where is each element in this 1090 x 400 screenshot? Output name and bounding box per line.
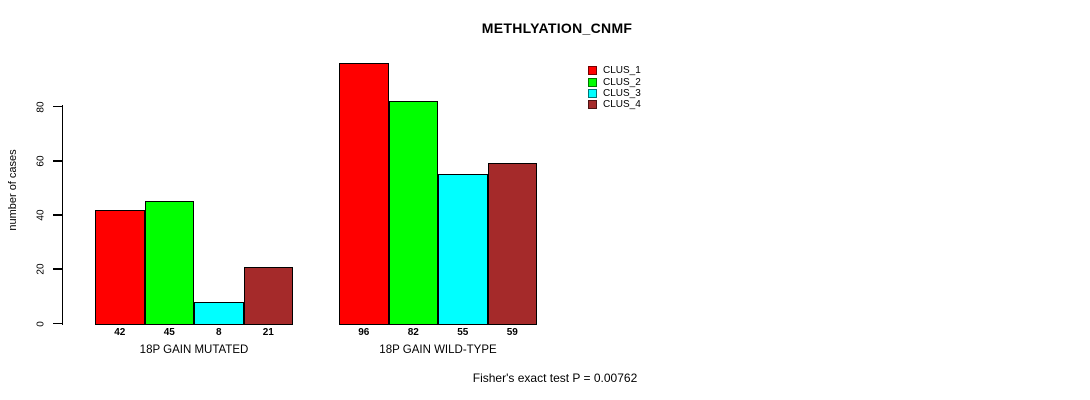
bar-value-label: 42 <box>114 327 126 338</box>
bar-value-label: 96 <box>358 327 370 338</box>
bar-value-label: 82 <box>407 327 419 338</box>
y-axis-title: number of cases <box>7 149 19 231</box>
bar-clus_4-group0 <box>243 266 293 326</box>
bar-clus_3-group0 <box>194 301 244 326</box>
legend-item-clus-3: CLUS_3 <box>588 88 641 99</box>
legend-label: CLUS_1 <box>603 65 641 77</box>
y-axis-tick <box>53 214 62 216</box>
bar-value-label: 8 <box>215 327 222 338</box>
bar-value-label: 59 <box>506 327 518 338</box>
y-axis-tick <box>53 105 62 108</box>
bar-clus_1-group1 <box>339 63 389 326</box>
legend-item-clus-4: CLUS_4 <box>588 99 641 110</box>
bar-clus_2-group0 <box>144 201 194 326</box>
y-axis-tick-label: 80 <box>35 100 47 113</box>
legend-swatch-clus-4 <box>588 100 597 110</box>
legend-label: CLUS_4 <box>603 99 641 111</box>
legend-label: CLUS_3 <box>603 87 641 99</box>
y-axis-tick <box>53 159 62 162</box>
legend-item-clus-2: CLUS_2 <box>588 76 641 88</box>
legend-label: CLUS_2 <box>603 76 641 88</box>
category-label-mutated: 18P GAIN MUTATED <box>139 344 249 356</box>
y-axis-tick <box>53 322 62 325</box>
bar-value-label: 45 <box>163 327 175 338</box>
y-axis-line <box>61 104 64 325</box>
bar-value-label: 21 <box>262 327 274 338</box>
bar-clus_3-group1 <box>438 174 488 326</box>
legend-swatch-clus-1 <box>588 66 597 76</box>
bar-clus_2-group1 <box>388 101 438 326</box>
chart-title: METHLYATION_CNMF <box>481 20 633 36</box>
y-axis-tick <box>53 268 62 271</box>
bar-clus_1-group0 <box>95 209 145 326</box>
y-axis-tick-label: 0 <box>35 320 47 327</box>
pvalue-annotation: Fisher's exact test P = 0.00762 <box>472 371 638 385</box>
bar-value-label: 55 <box>457 327 469 338</box>
legend-item-clus-1: CLUS_1 <box>588 65 641 76</box>
legend-swatch-clus-3 <box>588 88 597 98</box>
y-axis-tick-label: 20 <box>35 263 47 275</box>
y-axis-tick-label: 60 <box>35 155 47 167</box>
category-label-wild-type: 18P GAIN WILD-TYPE <box>379 344 497 356</box>
bar-clus_4-group1 <box>487 163 537 326</box>
legend-swatch-clus-2 <box>588 77 597 87</box>
legend: CLUS_1 CLUS_2 CLUS_3 CLUS_4 <box>588 65 641 111</box>
y-axis-tick-label: 40 <box>35 209 47 221</box>
